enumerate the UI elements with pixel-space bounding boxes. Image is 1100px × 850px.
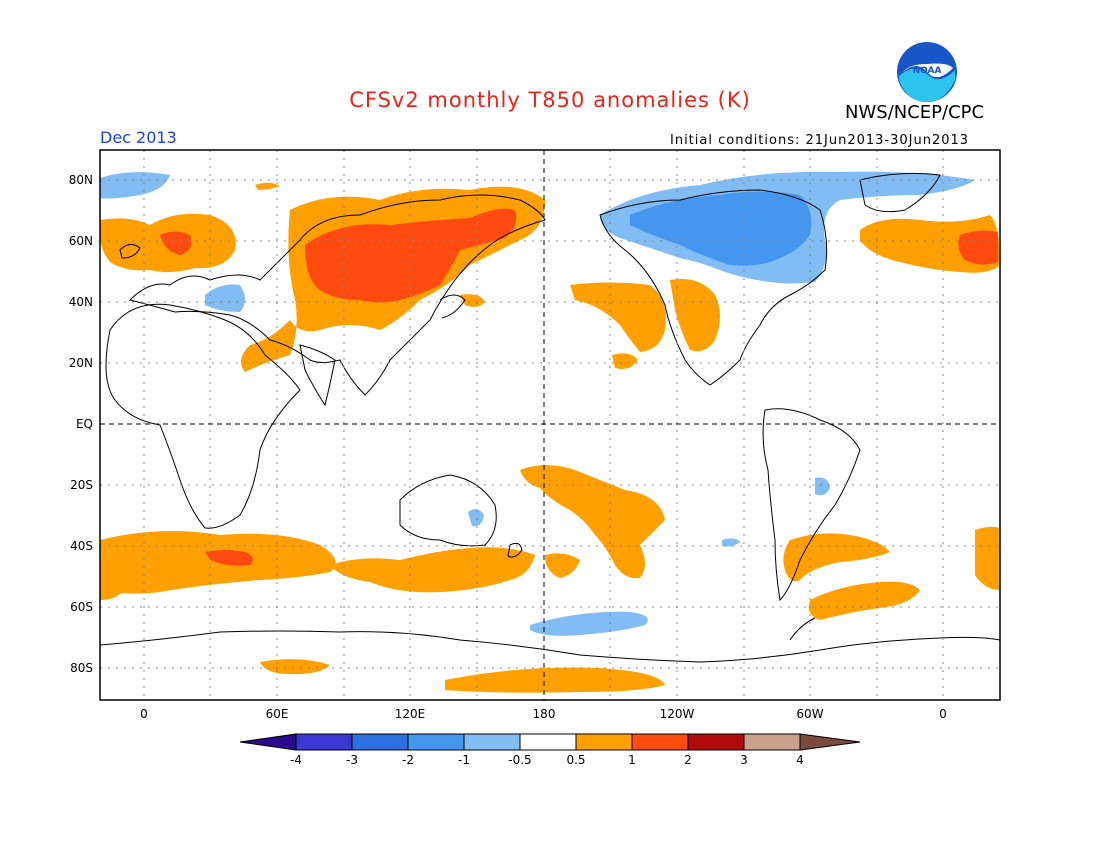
map-frame	[99, 149, 1001, 701]
lon-label: 120W	[660, 707, 695, 721]
colorbar-label: -4	[290, 753, 302, 767]
lon-label: 0	[140, 707, 148, 721]
colorbar-label: -3	[346, 753, 358, 767]
lon-label: 60E	[266, 707, 289, 721]
lat-label: 20S	[70, 478, 93, 492]
lat-label: 20N	[69, 356, 93, 370]
lat-labels: 80N 60N 40N 20N EQ 20S 40S 60S 80S	[69, 173, 93, 675]
colorbar-label: 0.5	[566, 753, 585, 767]
colorbar-swatch	[407, 733, 465, 751]
period-label: Dec 2013	[100, 128, 177, 147]
lon-labels: 0 60E 120E 180 120W 60W 0	[140, 707, 947, 721]
lon-label: 120E	[395, 707, 426, 721]
colorbar-swatch	[799, 733, 861, 751]
colorbar-swatch	[687, 733, 745, 751]
agency-label: NWS/NCEP/CPC	[845, 102, 985, 123]
colorbar-label: 2	[684, 753, 692, 767]
colorbar-label: 1	[628, 753, 636, 767]
colorbar-swatch	[351, 733, 409, 751]
warm-anomaly-regions	[100, 182, 1000, 693]
lon-label: 180	[533, 707, 556, 721]
colorbar-label: -0.5	[508, 753, 531, 767]
lat-label: 80N	[69, 173, 93, 187]
chart-title: CFSv2 monthly T850 anomalies (K)	[349, 88, 751, 112]
colorbar-label: 3	[740, 753, 748, 767]
noaa-logo: NOAA	[895, 40, 959, 108]
colorbar-label: -1	[458, 753, 470, 767]
initial-conditions-label: Initial conditions: 21Jun2013-30Jun2013	[670, 133, 970, 148]
lon-label: 60W	[796, 707, 823, 721]
colorbar-swatch	[743, 733, 801, 751]
strong-cool-anomaly-regions	[630, 191, 812, 266]
colorbar-label: 4	[796, 753, 804, 767]
colorbar-swatch	[295, 733, 353, 751]
lat-label: EQ	[76, 417, 93, 431]
colorbar-swatch	[631, 733, 689, 751]
colorbar-swatch	[575, 733, 633, 751]
strong-warm-anomaly-regions	[160, 208, 998, 566]
colorbar-swatch	[519, 733, 577, 751]
lat-label: 80S	[70, 661, 93, 675]
lon-label: 0	[939, 707, 947, 721]
lat-label: 40S	[70, 539, 93, 553]
lat-label: 60N	[69, 234, 93, 248]
colorbar: -4 -3 -2 -1 -0.5 0.5 1 2 3 4	[239, 733, 861, 767]
anomaly-fields	[100, 150, 1000, 700]
lat-lon-grid	[100, 150, 1000, 700]
colorbar-label: -2	[402, 753, 414, 767]
logo-text: NOAA	[913, 66, 942, 76]
lat-label: 40N	[69, 295, 93, 309]
colorbar-swatch	[463, 733, 521, 751]
lat-label: 60S	[70, 600, 93, 614]
colorbar-swatch	[239, 733, 297, 751]
